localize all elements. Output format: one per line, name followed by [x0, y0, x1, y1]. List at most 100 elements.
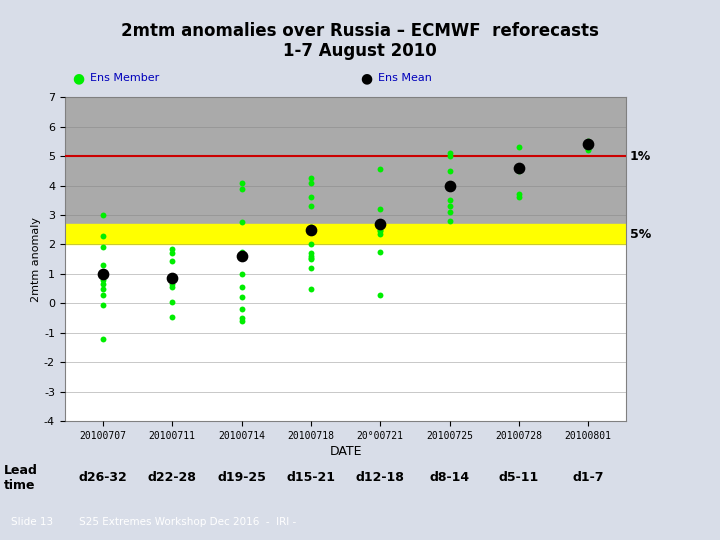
Point — [305, 222, 317, 231]
Point — [305, 178, 317, 187]
Point — [236, 305, 248, 314]
Point — [166, 274, 178, 282]
Point — [582, 139, 594, 147]
Point — [513, 164, 525, 172]
Bar — [65, 97, 626, 230]
Point — [305, 255, 317, 264]
Point — [166, 256, 178, 265]
Text: d19-25: d19-25 — [217, 471, 266, 484]
Point — [444, 202, 455, 211]
Point — [236, 293, 248, 302]
Text: Slide 13        S25 Extremes Workshop Dec 2016  -  IRI -: Slide 13 S25 Extremes Workshop Dec 2016 … — [11, 517, 296, 528]
Point — [97, 211, 109, 219]
Text: d5-11: d5-11 — [499, 471, 539, 484]
Point — [236, 317, 248, 326]
Point — [236, 252, 248, 261]
Point — [236, 247, 248, 256]
Point — [305, 225, 317, 234]
Text: d12-18: d12-18 — [356, 471, 405, 484]
Point — [444, 166, 455, 175]
Text: 2mtm anomalies over Russia – ECMWF  reforecasts
1-7 August 2010: 2mtm anomalies over Russia – ECMWF refor… — [121, 22, 599, 60]
Text: d26-32: d26-32 — [78, 471, 127, 484]
Point — [444, 181, 455, 190]
Point — [236, 314, 248, 322]
Point — [97, 334, 109, 343]
Point — [97, 280, 109, 288]
Point — [305, 249, 317, 258]
Point — [374, 205, 386, 213]
Point — [305, 253, 317, 262]
Point — [444, 217, 455, 225]
Point — [513, 190, 525, 199]
Point — [374, 227, 386, 235]
Text: d1-7: d1-7 — [572, 471, 604, 484]
Text: Ens Mean: Ens Mean — [378, 73, 432, 83]
Point — [97, 301, 109, 309]
Point — [513, 165, 525, 174]
Point — [305, 240, 317, 249]
Point — [582, 143, 594, 152]
Point — [97, 261, 109, 269]
Text: d22-28: d22-28 — [148, 471, 197, 484]
Point — [374, 230, 386, 239]
Point — [582, 146, 594, 154]
Bar — [65, 224, 626, 245]
Point — [305, 252, 317, 261]
Point — [513, 193, 525, 201]
Point — [444, 149, 455, 158]
Point — [97, 275, 109, 284]
Point — [166, 280, 178, 288]
Point — [444, 181, 455, 190]
Point — [374, 220, 386, 228]
Point — [166, 249, 178, 258]
Text: Ens Member: Ens Member — [90, 73, 159, 83]
Point — [582, 141, 594, 150]
Point — [97, 290, 109, 299]
Point — [305, 202, 317, 211]
Point — [305, 264, 317, 272]
Point — [582, 140, 594, 149]
Text: d15-21: d15-21 — [287, 471, 336, 484]
Point — [97, 243, 109, 252]
Text: ●: ● — [360, 71, 372, 85]
Point — [374, 225, 386, 234]
Point — [374, 165, 386, 174]
Point — [236, 269, 248, 278]
Point — [236, 218, 248, 227]
Text: 1%: 1% — [630, 150, 652, 163]
Point — [444, 152, 455, 160]
Point — [305, 193, 317, 201]
Point — [582, 144, 594, 153]
Point — [305, 224, 317, 233]
Point — [166, 312, 178, 321]
Point — [305, 225, 317, 234]
Point — [236, 178, 248, 187]
Point — [236, 252, 248, 261]
Point — [97, 285, 109, 293]
Point — [97, 269, 109, 278]
Point — [513, 143, 525, 152]
Text: d8-14: d8-14 — [430, 471, 469, 484]
Point — [444, 196, 455, 205]
Text: ●: ● — [72, 71, 84, 85]
Point — [236, 251, 248, 259]
Point — [166, 298, 178, 306]
Point — [97, 231, 109, 240]
Text: Lead
time: Lead time — [4, 464, 37, 492]
Point — [374, 218, 386, 227]
Point — [166, 283, 178, 292]
Point — [236, 184, 248, 193]
Point — [513, 164, 525, 172]
Point — [305, 285, 317, 293]
Text: 5%: 5% — [630, 228, 652, 241]
Point — [166, 245, 178, 253]
Point — [444, 208, 455, 217]
Y-axis label: 2mtm anomaly: 2mtm anomaly — [31, 217, 41, 302]
Point — [374, 222, 386, 231]
Point — [305, 174, 317, 183]
Point — [166, 277, 178, 286]
Point — [97, 269, 109, 278]
Point — [166, 274, 178, 282]
Point — [236, 283, 248, 292]
X-axis label: DATE: DATE — [329, 445, 362, 458]
